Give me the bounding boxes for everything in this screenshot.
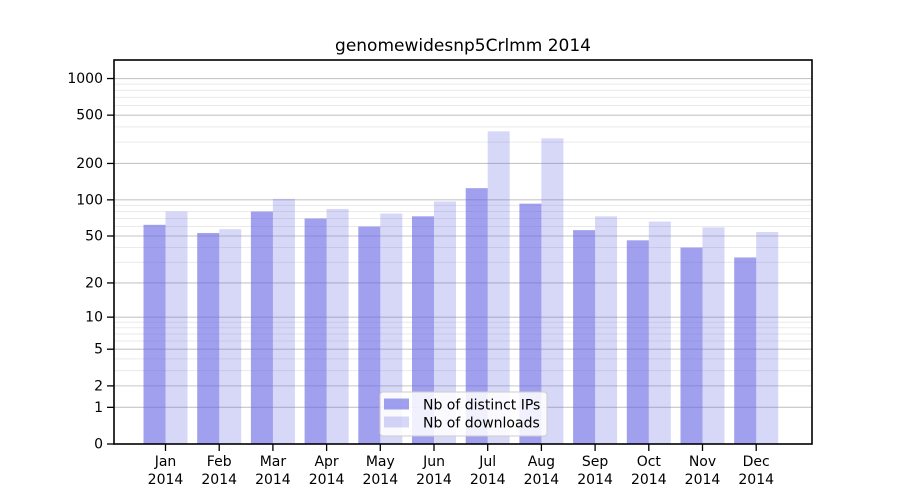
x-tick-label-month: Feb xyxy=(207,454,232,470)
y-tick-label: 50 xyxy=(85,229,103,245)
x-tick-label-month: Mar xyxy=(260,454,287,470)
x-tick-label-month: Nov xyxy=(689,454,716,470)
legend-box xyxy=(379,391,548,437)
y-tick-label: 1000 xyxy=(67,71,103,87)
x-tick-label-month: Apr xyxy=(314,454,338,470)
bar-downloads-dec xyxy=(756,232,779,444)
bars xyxy=(143,131,779,445)
bar-distinct-ips-jun xyxy=(412,216,434,444)
bar-downloads-apr xyxy=(326,208,349,444)
bar-downloads-jul xyxy=(487,131,510,445)
legend-label-distinct-ips: Nb of distinct IPs xyxy=(423,398,540,414)
x-tick-label-year: 2014 xyxy=(416,472,452,488)
x-tick-label-year: 2014 xyxy=(148,472,184,488)
y-tick-label: 200 xyxy=(76,156,103,172)
x-tick-label-month: Jan xyxy=(154,454,177,470)
legend-swatch-downloads-icon xyxy=(384,416,409,428)
x-tick-label-year: 2014 xyxy=(362,472,398,488)
x-tick-label-year: 2014 xyxy=(201,472,237,488)
x-tick-label-month: Sep xyxy=(582,454,609,470)
x-tick-label-month: Jul xyxy=(478,454,496,470)
y-tick-label: 500 xyxy=(76,108,103,124)
bar-distinct-ips-may xyxy=(358,226,381,444)
bar-distinct-ips-apr xyxy=(304,218,327,444)
x-tick-label-year: 2014 xyxy=(309,472,345,488)
x-tick-label-year: 2014 xyxy=(738,472,774,488)
bar-distinct-ips-dec xyxy=(734,257,757,444)
y-tick-label: 100 xyxy=(76,192,103,208)
y-tick-label: 10 xyxy=(85,310,103,326)
x-tick-label-year: 2014 xyxy=(577,472,613,488)
y-tick-label: 1 xyxy=(94,400,103,416)
x-tick-label-year: 2014 xyxy=(524,472,560,488)
x-tick-label-month: May xyxy=(366,454,395,470)
bar-downloads-feb xyxy=(219,229,242,444)
bar-downloads-oct xyxy=(648,221,671,444)
x-tick-label-year: 2014 xyxy=(685,472,721,488)
x-tick-label-year: 2014 xyxy=(470,472,506,488)
y-tick-label: 2 xyxy=(94,378,103,394)
bar-downloads-sep xyxy=(595,216,618,444)
x-tick-label-month: Aug xyxy=(528,454,555,470)
y-tick-label: 20 xyxy=(85,275,103,291)
y-tick-label: 0 xyxy=(94,437,103,453)
legend-swatch-distinct-ips-icon xyxy=(384,398,409,410)
y-tick-label: 5 xyxy=(94,342,103,358)
x-tick-label-year: 2014 xyxy=(255,472,291,488)
x-tick-label-month: Oct xyxy=(637,454,662,470)
legend-label-downloads: Nb of downloads xyxy=(423,416,540,432)
bar-downloads-jun xyxy=(434,201,456,444)
bar-distinct-ips-feb xyxy=(197,232,220,444)
bar-distinct-ips-oct xyxy=(626,240,649,444)
axes: 0 1 2 5 10 20 50 100 200 500 1000 Jan 2014 Feb 2014 Mar… xyxy=(67,71,774,488)
x-tick-label-month: Jun xyxy=(422,454,445,470)
bar-downloads-jan xyxy=(165,211,188,444)
bar-distinct-ips-nov xyxy=(680,247,703,444)
bar-downloads-nov xyxy=(702,227,725,444)
bar-downloads-may xyxy=(380,213,403,444)
chart-title: genomewidesnp5Crlmm 2014 xyxy=(335,36,591,56)
bar-distinct-ips-mar xyxy=(250,211,273,444)
plot-border xyxy=(113,59,813,445)
bar-distinct-ips-jul xyxy=(465,188,488,444)
bar-distinct-ips-jan xyxy=(143,224,166,444)
bar-downloads-aug xyxy=(541,138,564,445)
x-tick-label-month: Dec xyxy=(743,454,770,470)
x-tick-label-year: 2014 xyxy=(631,472,667,488)
bar-downloads-mar xyxy=(272,198,295,444)
bar-distinct-ips-sep xyxy=(573,230,596,444)
legend: Nb of distinct IPs Nb of downloads xyxy=(379,391,548,437)
bar-distinct-ips-aug xyxy=(519,203,542,444)
